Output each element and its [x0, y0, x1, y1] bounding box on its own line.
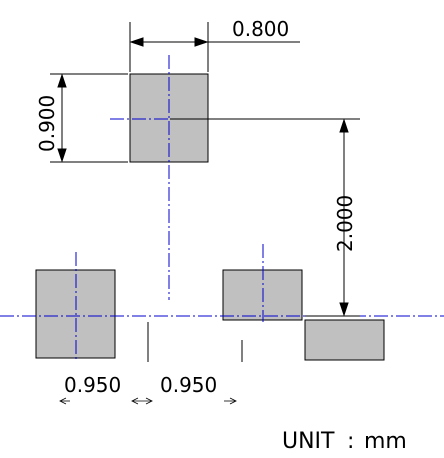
extension-lines	[50, 22, 360, 362]
dim-pitch-left: 0.950	[64, 373, 121, 397]
units-label-text: UNIT	[282, 429, 335, 454]
dim-pad-width: 0.800	[232, 17, 289, 41]
dim-vertical-offset: 2.000	[333, 195, 357, 252]
dimension-lines	[57, 37, 349, 317]
dim-pad-height: 0.900	[35, 95, 59, 152]
units-value: mm	[364, 429, 407, 454]
center-lines	[0, 55, 444, 362]
units-label: UNIT : mm	[282, 429, 407, 454]
dim-pitch-right: 0.950	[160, 373, 217, 397]
units-separator: :	[347, 429, 354, 454]
pitch-arrows	[59, 397, 237, 405]
pad-bottom-right-lower	[304, 319, 385, 361]
pads	[35, 73, 385, 361]
